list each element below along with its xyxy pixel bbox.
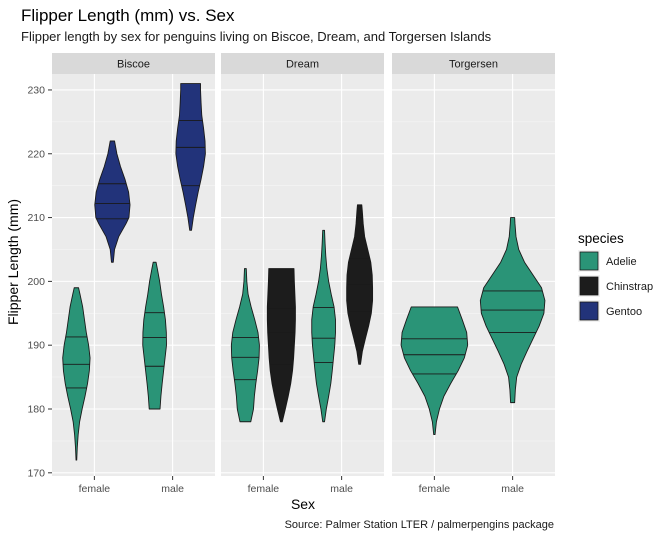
facet-strip: [221, 53, 384, 74]
legend-swatch: [579, 251, 599, 271]
y-tick-label: 180: [27, 404, 45, 416]
y-tick-label: 220: [27, 148, 45, 160]
x-tick-label: female: [419, 483, 451, 495]
legend-label: Adelie: [606, 256, 637, 268]
legend: species Adelie Chinstrap Gentoo: [578, 231, 653, 322]
x-axis: female male female male female male: [79, 476, 524, 495]
x-tick-label: male: [501, 483, 524, 495]
facet-strip: [52, 53, 215, 74]
x-tick-label: male: [330, 483, 353, 495]
legend-label: Gentoo: [606, 306, 642, 318]
facet-panels: Biscoe Dream Torgersen: [52, 53, 555, 476]
facet-panel: Dream: [221, 53, 384, 476]
facet-strip: [392, 53, 555, 74]
violin-adelie: [230, 268, 260, 423]
facet-strip-label: Biscoe: [117, 59, 150, 71]
violin-adelie: [62, 287, 91, 461]
facet-panel: Biscoe: [52, 53, 215, 476]
y-tick-label: 200: [27, 276, 45, 288]
legend-swatch: [579, 276, 599, 296]
facet-strip-label: Torgersen: [449, 59, 498, 71]
chart-caption: Source: Palmer Station LTER / palmerpeng…: [285, 519, 554, 531]
x-tick-label: female: [79, 483, 111, 495]
chart-subtitle: Flipper length by sex for penguins livin…: [21, 29, 492, 44]
legend-title: species: [578, 231, 624, 246]
violin-adelie: [311, 229, 336, 423]
y-tick-label: 230: [27, 84, 45, 96]
y-tick-label: 210: [27, 212, 45, 224]
y-axis: 170 180 190 200 210 220 230: [27, 84, 52, 479]
x-axis-title: Sex: [291, 496, 315, 512]
y-tick-label: 170: [27, 467, 45, 479]
chart-title: Flipper Length (mm) vs. Sex: [21, 6, 235, 25]
violin-chinstrap: [266, 268, 296, 423]
x-tick-label: male: [161, 483, 184, 495]
legend-label: Chinstrap: [606, 281, 653, 293]
y-tick-label: 190: [27, 340, 45, 352]
legend-swatch: [579, 301, 599, 321]
facet-panel: Torgersen: [392, 53, 555, 476]
y-axis-title: Flipper Length (mm): [5, 199, 21, 325]
facet-strip-label: Dream: [286, 59, 319, 71]
violin-gentoo: [94, 140, 131, 263]
x-tick-label: female: [248, 483, 280, 495]
